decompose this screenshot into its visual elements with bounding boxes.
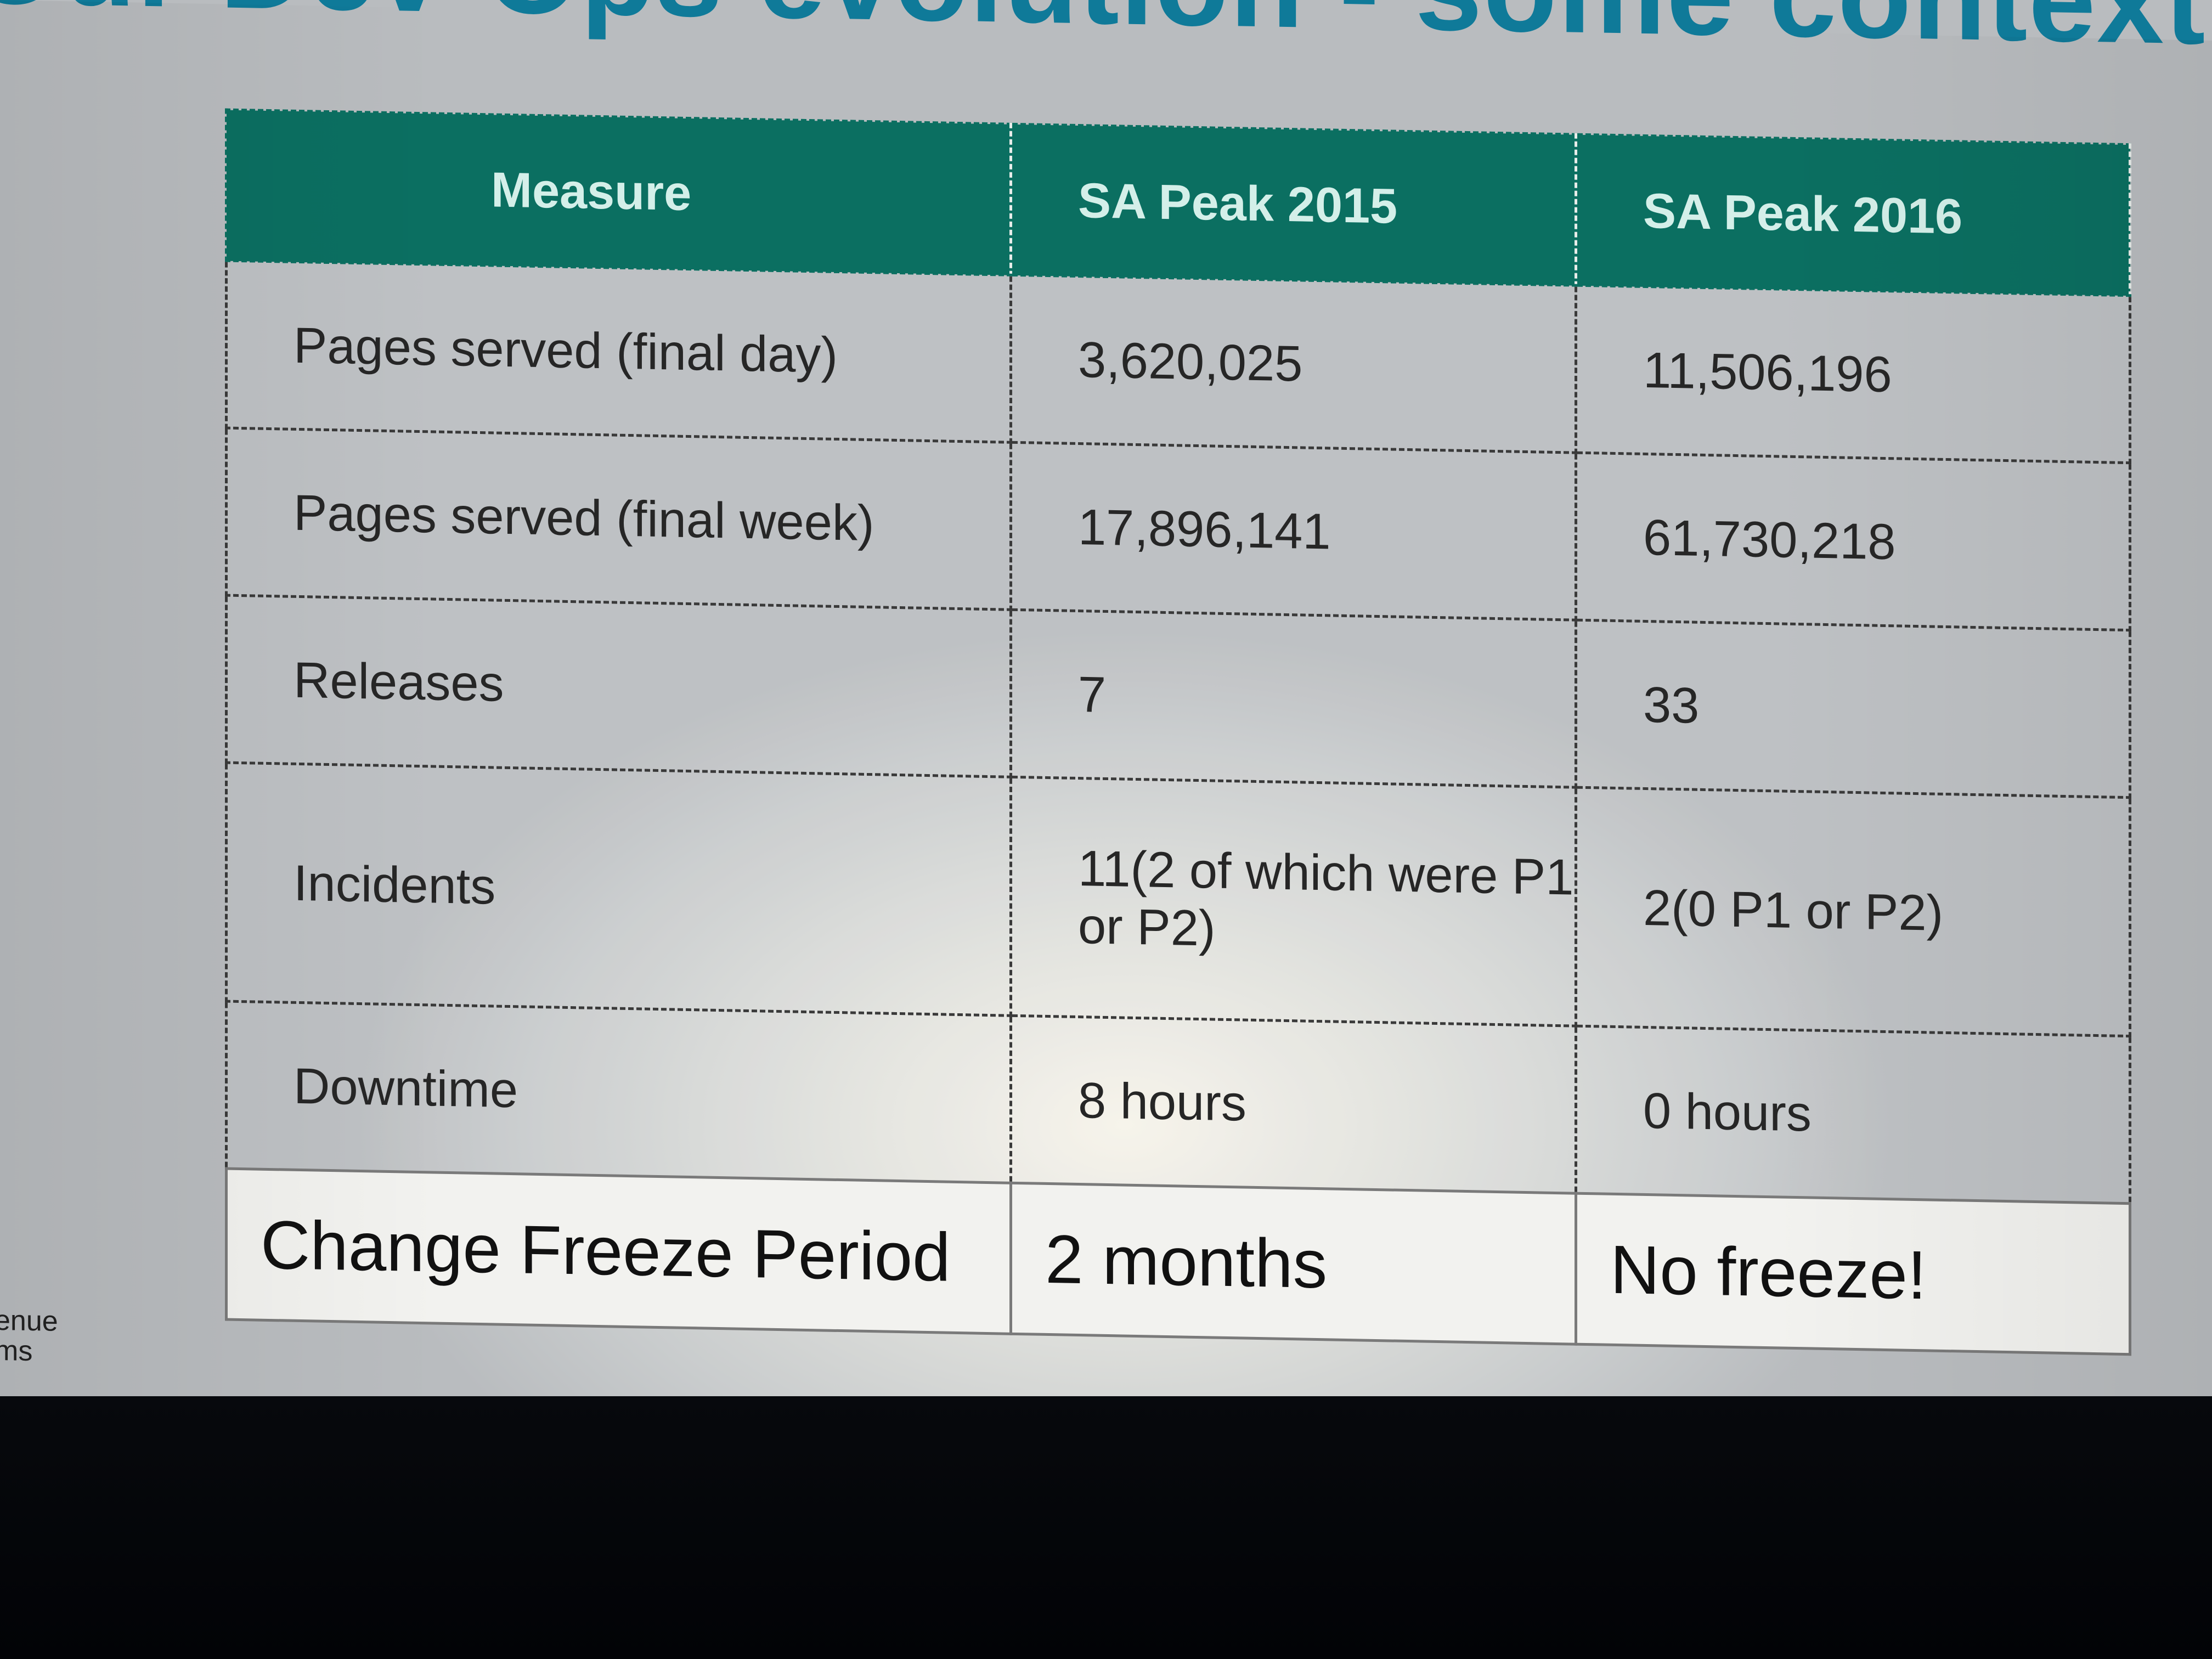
- logo-text-line: enue: [0, 1304, 58, 1338]
- peak-2015-cell: 11(2 of which were P1 or P2): [1011, 777, 1576, 1026]
- peak-2016-cell: 11,506,196: [1576, 285, 2130, 463]
- table-row: Downtime 8 hours 0 hours: [226, 1001, 2130, 1204]
- peak-2016-cell: 61,730,218: [1576, 453, 2130, 630]
- header-sa-peak-2016: SA Peak 2016: [1576, 134, 2130, 296]
- measure-cell: Downtime: [226, 1001, 1011, 1183]
- corner-logo: enue ms: [0, 1304, 58, 1367]
- header-measure: Measure: [226, 110, 1011, 275]
- table-row: Releases 7 33: [226, 595, 2130, 798]
- peak-2015-cell: 17,896,141: [1011, 442, 1576, 620]
- peak-2015-cell: 8 hours: [1011, 1015, 1576, 1194]
- peak-2016-cell: 0 hours: [1576, 1026, 2130, 1204]
- peak-2016-cell: 2(0 P1 or P2): [1576, 787, 2130, 1036]
- peak-2016-cell: 33: [1576, 620, 2130, 798]
- peak-2016-cell: No freeze!: [1576, 1193, 2130, 1355]
- header-sa-peak-2015: SA Peak 2015: [1011, 124, 1576, 286]
- table-row: Incidents 11(2 of which were P1 or P2) 2…: [226, 763, 2130, 1036]
- slide-title: Our Dev-Ops evolution - some context: [0, 0, 2207, 70]
- table-row: Pages served (final day) 3,620,025 11,50…: [226, 261, 2130, 463]
- peak-2015-cell: 2 months: [1011, 1183, 1576, 1345]
- measure-cell: Incidents: [226, 763, 1011, 1016]
- peak-2015-cell: 3,620,025: [1011, 275, 1576, 453]
- measure-cell: Change Freeze Period: [226, 1169, 1011, 1334]
- measure-cell: Pages served (final day): [226, 261, 1011, 443]
- logo-text-line: ms: [0, 1334, 33, 1367]
- peak-2015-cell: 7: [1011, 610, 1576, 788]
- measure-cell: Pages served (final week): [226, 428, 1011, 610]
- comparison-table: Measure SA Peak 2015 SA Peak 2016 Pages …: [225, 109, 2131, 1356]
- measure-cell: Releases: [226, 595, 1011, 777]
- table-row: Pages served (final week) 17,896,141 61,…: [226, 428, 2130, 630]
- projected-slide: Our Dev-Ops evolution - some context Mea…: [0, 0, 2212, 1467]
- dark-stage-area: [0, 1396, 2212, 1659]
